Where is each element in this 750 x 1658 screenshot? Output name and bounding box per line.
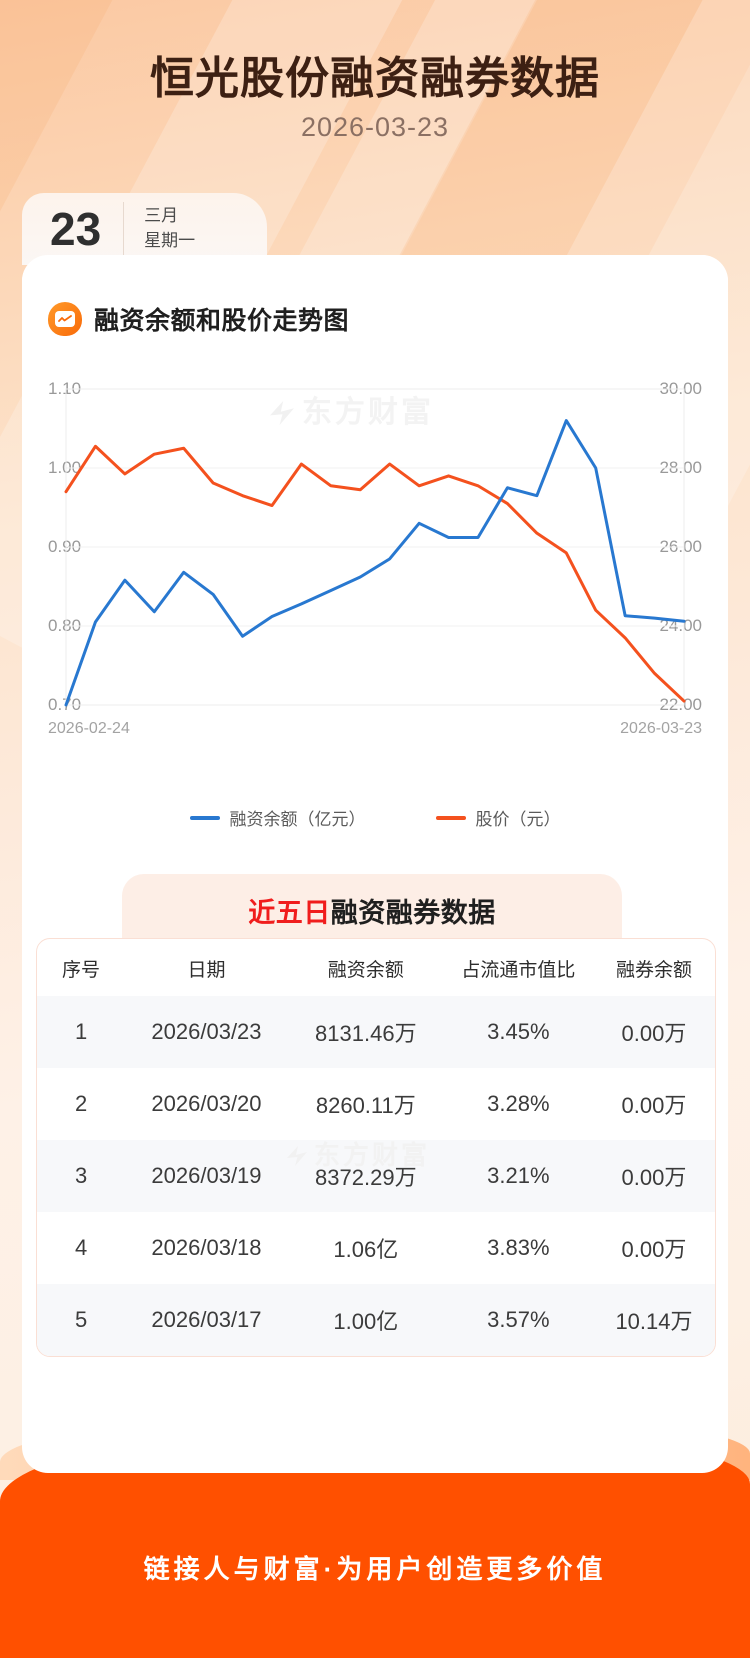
- date-card-weekday: 星期一: [144, 231, 196, 250]
- legend-swatch-blue: [189, 815, 220, 820]
- legend-label-financing-balance: 融资余额（亿元）: [229, 810, 366, 829]
- date-card-month: 三月: [144, 206, 179, 226]
- cell-balance: 8260.11万: [315, 1093, 416, 1118]
- left-axis-tick-4: 0.70: [48, 695, 82, 714]
- cell-short: 0.00万: [621, 1237, 687, 1262]
- chart-frame: [65, 388, 685, 706]
- margin-trading-table: 序号 日期 融资余额 占流通市值比 融券余额 1 2026/03/23 8131.4…: [37, 939, 715, 1356]
- date-card-day: 23: [50, 203, 102, 255]
- table-row: 4 2026/03/18 1.06亿 3.83% 0.00万: [37, 1212, 715, 1284]
- chart-header: 融资余额和股价走势图: [48, 301, 349, 337]
- table-row: 5 2026/03/17 1.00亿 3.57% 10.14万: [37, 1284, 715, 1356]
- cell-index: 5: [74, 1307, 88, 1332]
- table-row: 2 2026/03/20 8260.11万 3.28% 0.00万: [37, 1068, 715, 1140]
- footer-slogan: 链接人与财富·为用户创造更多价值: [143, 1554, 607, 1584]
- cell-balance: 1.06亿: [333, 1237, 399, 1262]
- chart-line-financing-balance: [64, 419, 686, 707]
- column-header-balance: 融资余额: [327, 960, 404, 981]
- cell-index: 2: [74, 1091, 88, 1116]
- chart-plot-area: 东方财富 1.10 1.00 0.90 0.80 0.70 30.00 28.0…: [22, 365, 728, 785]
- cell-short: 0.00万: [621, 1093, 687, 1118]
- cell-ratio: 3.45%: [487, 1019, 550, 1044]
- cell-index: 1: [74, 1019, 88, 1044]
- cell-short: 0.00万: [621, 1165, 687, 1190]
- chart-watermark-text: 东方财富: [302, 396, 434, 429]
- x-axis-label-end: 2026-03-23: [620, 720, 702, 737]
- chart-line-stock-price: [64, 444, 686, 703]
- column-header-date: 日期: [187, 960, 226, 981]
- table-title: 近五日融资融券数据: [248, 891, 496, 930]
- cell-ratio: 3.21%: [487, 1163, 550, 1188]
- cell-date: 2026/03/23: [151, 1019, 262, 1044]
- table-body: 1 2026/03/23 8131.46万 3.45% 0.00万 2 2026/03/20…: [37, 996, 715, 1356]
- column-header-ratio: 占流通市值比: [461, 960, 576, 981]
- chart-legend: 融资余额（亿元） 股价（元）: [22, 805, 728, 830]
- table-row: 3 2026/03/19 8372.29万 3.21% 0.00万: [37, 1140, 715, 1212]
- chart-watermark: 东方财富: [270, 387, 434, 431]
- cell-date: 2026/03/19: [151, 1163, 262, 1188]
- column-header-short: 融券余额: [615, 960, 692, 981]
- cell-balance: 8131.46万: [315, 1021, 417, 1046]
- table-title-pill: 近五日融资融券数据: [122, 874, 622, 946]
- left-axis-tick-0: 1.10: [48, 379, 82, 398]
- chart-gridlines: [66, 388, 684, 706]
- left-axis-tick-1: 1.00: [48, 458, 82, 477]
- cell-date: 2026/03/18: [151, 1235, 262, 1260]
- x-axis-label-start: 2026-02-24: [48, 720, 130, 737]
- column-header-index: 序号: [62, 960, 101, 981]
- cell-balance: 8372.29万: [315, 1165, 417, 1190]
- table-title-rest: 融资融券数据: [330, 897, 496, 928]
- cell-balance: 1.00亿: [333, 1309, 399, 1334]
- cell-index: 3: [74, 1163, 88, 1188]
- page-subtitle-date: 2026-03-23: [300, 112, 450, 142]
- table-header-row: 序号 日期 融资余额 占流通市值比 融券余额: [37, 939, 715, 996]
- legend-swatch-orange: [435, 815, 466, 820]
- data-table-container: 东方财富 序号 日期 融资余额 占流通市值比 融券余额 1 2026/03/23 8…: [36, 938, 716, 1357]
- cell-ratio: 3.83%: [487, 1235, 550, 1260]
- left-axis-tick-3: 0.80: [48, 616, 82, 635]
- cell-index: 4: [74, 1235, 88, 1260]
- left-axis-tick-2: 0.90: [48, 537, 82, 556]
- cell-short: 0.00万: [621, 1021, 687, 1046]
- cell-date: 2026/03/17: [151, 1307, 262, 1332]
- trend-chart-icon: [48, 302, 82, 336]
- table-title-highlight: 近五日: [248, 897, 331, 928]
- cell-ratio: 3.57%: [487, 1307, 550, 1332]
- cell-short: 10.14万: [615, 1309, 693, 1334]
- table-row: 1 2026/03/23 8131.46万 3.45% 0.00万: [37, 996, 715, 1068]
- legend-item-financing-balance[interactable]: 融资余额（亿元）: [189, 805, 366, 830]
- legend-label-stock-price: 股价（元）: [475, 810, 561, 829]
- chart-card: 融资余额和股价走势图 东方财富 1.10 1.00 0.90 0.80 0.70…: [22, 255, 728, 840]
- date-card: 23 三月 星期一: [22, 193, 267, 265]
- legend-item-stock-price[interactable]: 股价（元）: [435, 805, 561, 830]
- date-card-divider: [123, 202, 125, 256]
- cell-ratio: 3.28%: [487, 1091, 550, 1116]
- cell-date: 2026/03/20: [151, 1091, 262, 1116]
- chart-title: 融资余额和股价走势图: [94, 307, 350, 335]
- page-title: 恒光股份融资融券数据: [150, 54, 600, 103]
- chart-svg: [64, 388, 686, 707]
